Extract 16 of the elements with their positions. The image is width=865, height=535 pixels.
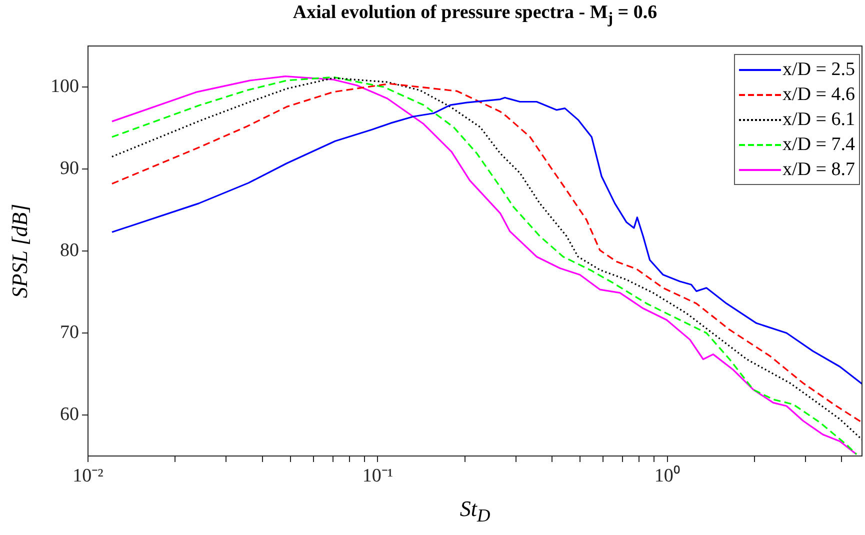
- legend-label: x/D = 7.4: [782, 134, 855, 156]
- y-tick-label: 60: [60, 404, 79, 425]
- chart-title: Axial evolution of pressure spectra - M$_{j}$ = 0.6: [292, 2, 658, 28]
- legend-label: x/D = 4.6: [782, 84, 855, 106]
- legend-label: x/D = 6.1: [782, 108, 855, 130]
- x-axis-title: St$_{D}$: [458, 496, 492, 526]
- legend-label: x/D = 8.7: [782, 158, 855, 180]
- x-tick-label: 10⁰: [654, 464, 680, 486]
- x-tick-label: 10⁻¹: [362, 465, 394, 486]
- y-tick-label: 90: [60, 158, 79, 179]
- x-tick-label: 10⁻²: [72, 465, 104, 486]
- y-axis-title: SPSL [dB]: [7, 204, 33, 298]
- y-tick-label: 100: [50, 76, 79, 97]
- legend-label: x/D = 2.5: [782, 58, 855, 80]
- y-tick-label: 70: [60, 322, 79, 343]
- y-tick-label: 80: [60, 240, 79, 261]
